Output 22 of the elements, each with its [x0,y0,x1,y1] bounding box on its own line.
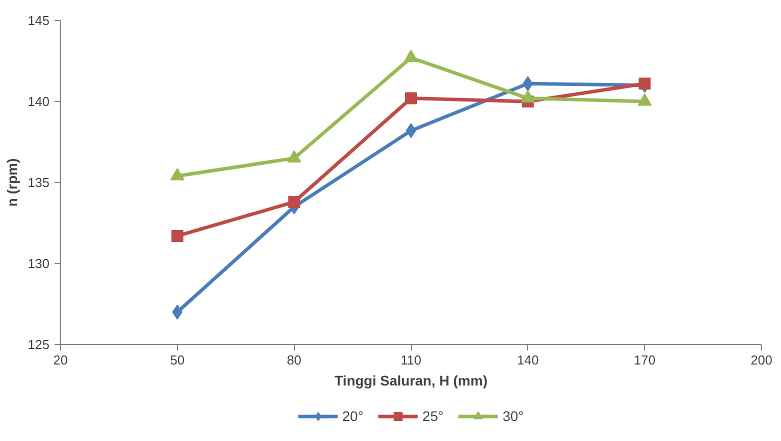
y-axis-title: n (rpm) [4,158,20,207]
point [406,123,416,138]
legend-label: 20° [342,408,364,424]
x-tick-label: 20 [53,352,68,368]
legend-label: 30° [502,408,524,424]
y-tick-label: 125 [28,337,50,352]
point [405,92,417,104]
y-tick-label: 140 [28,94,50,109]
x-tick-label: 200 [750,352,772,368]
legend-label: 25° [422,408,444,424]
point [288,196,300,208]
x-tick-label: 140 [516,352,539,368]
point [638,78,651,90]
point [171,230,184,242]
x-axis-title: Tinggi Saluran, H (mm) [334,372,488,388]
x-tick-label: 170 [634,352,656,368]
x-tick-label: 50 [170,352,185,368]
y-tick-label: 135 [28,175,50,190]
x-tick-label: 80 [286,352,302,368]
x-tick-label: 110 [400,352,422,368]
y-tick-label: 145 [28,13,50,28]
y-tick-label: 130 [28,256,50,271]
